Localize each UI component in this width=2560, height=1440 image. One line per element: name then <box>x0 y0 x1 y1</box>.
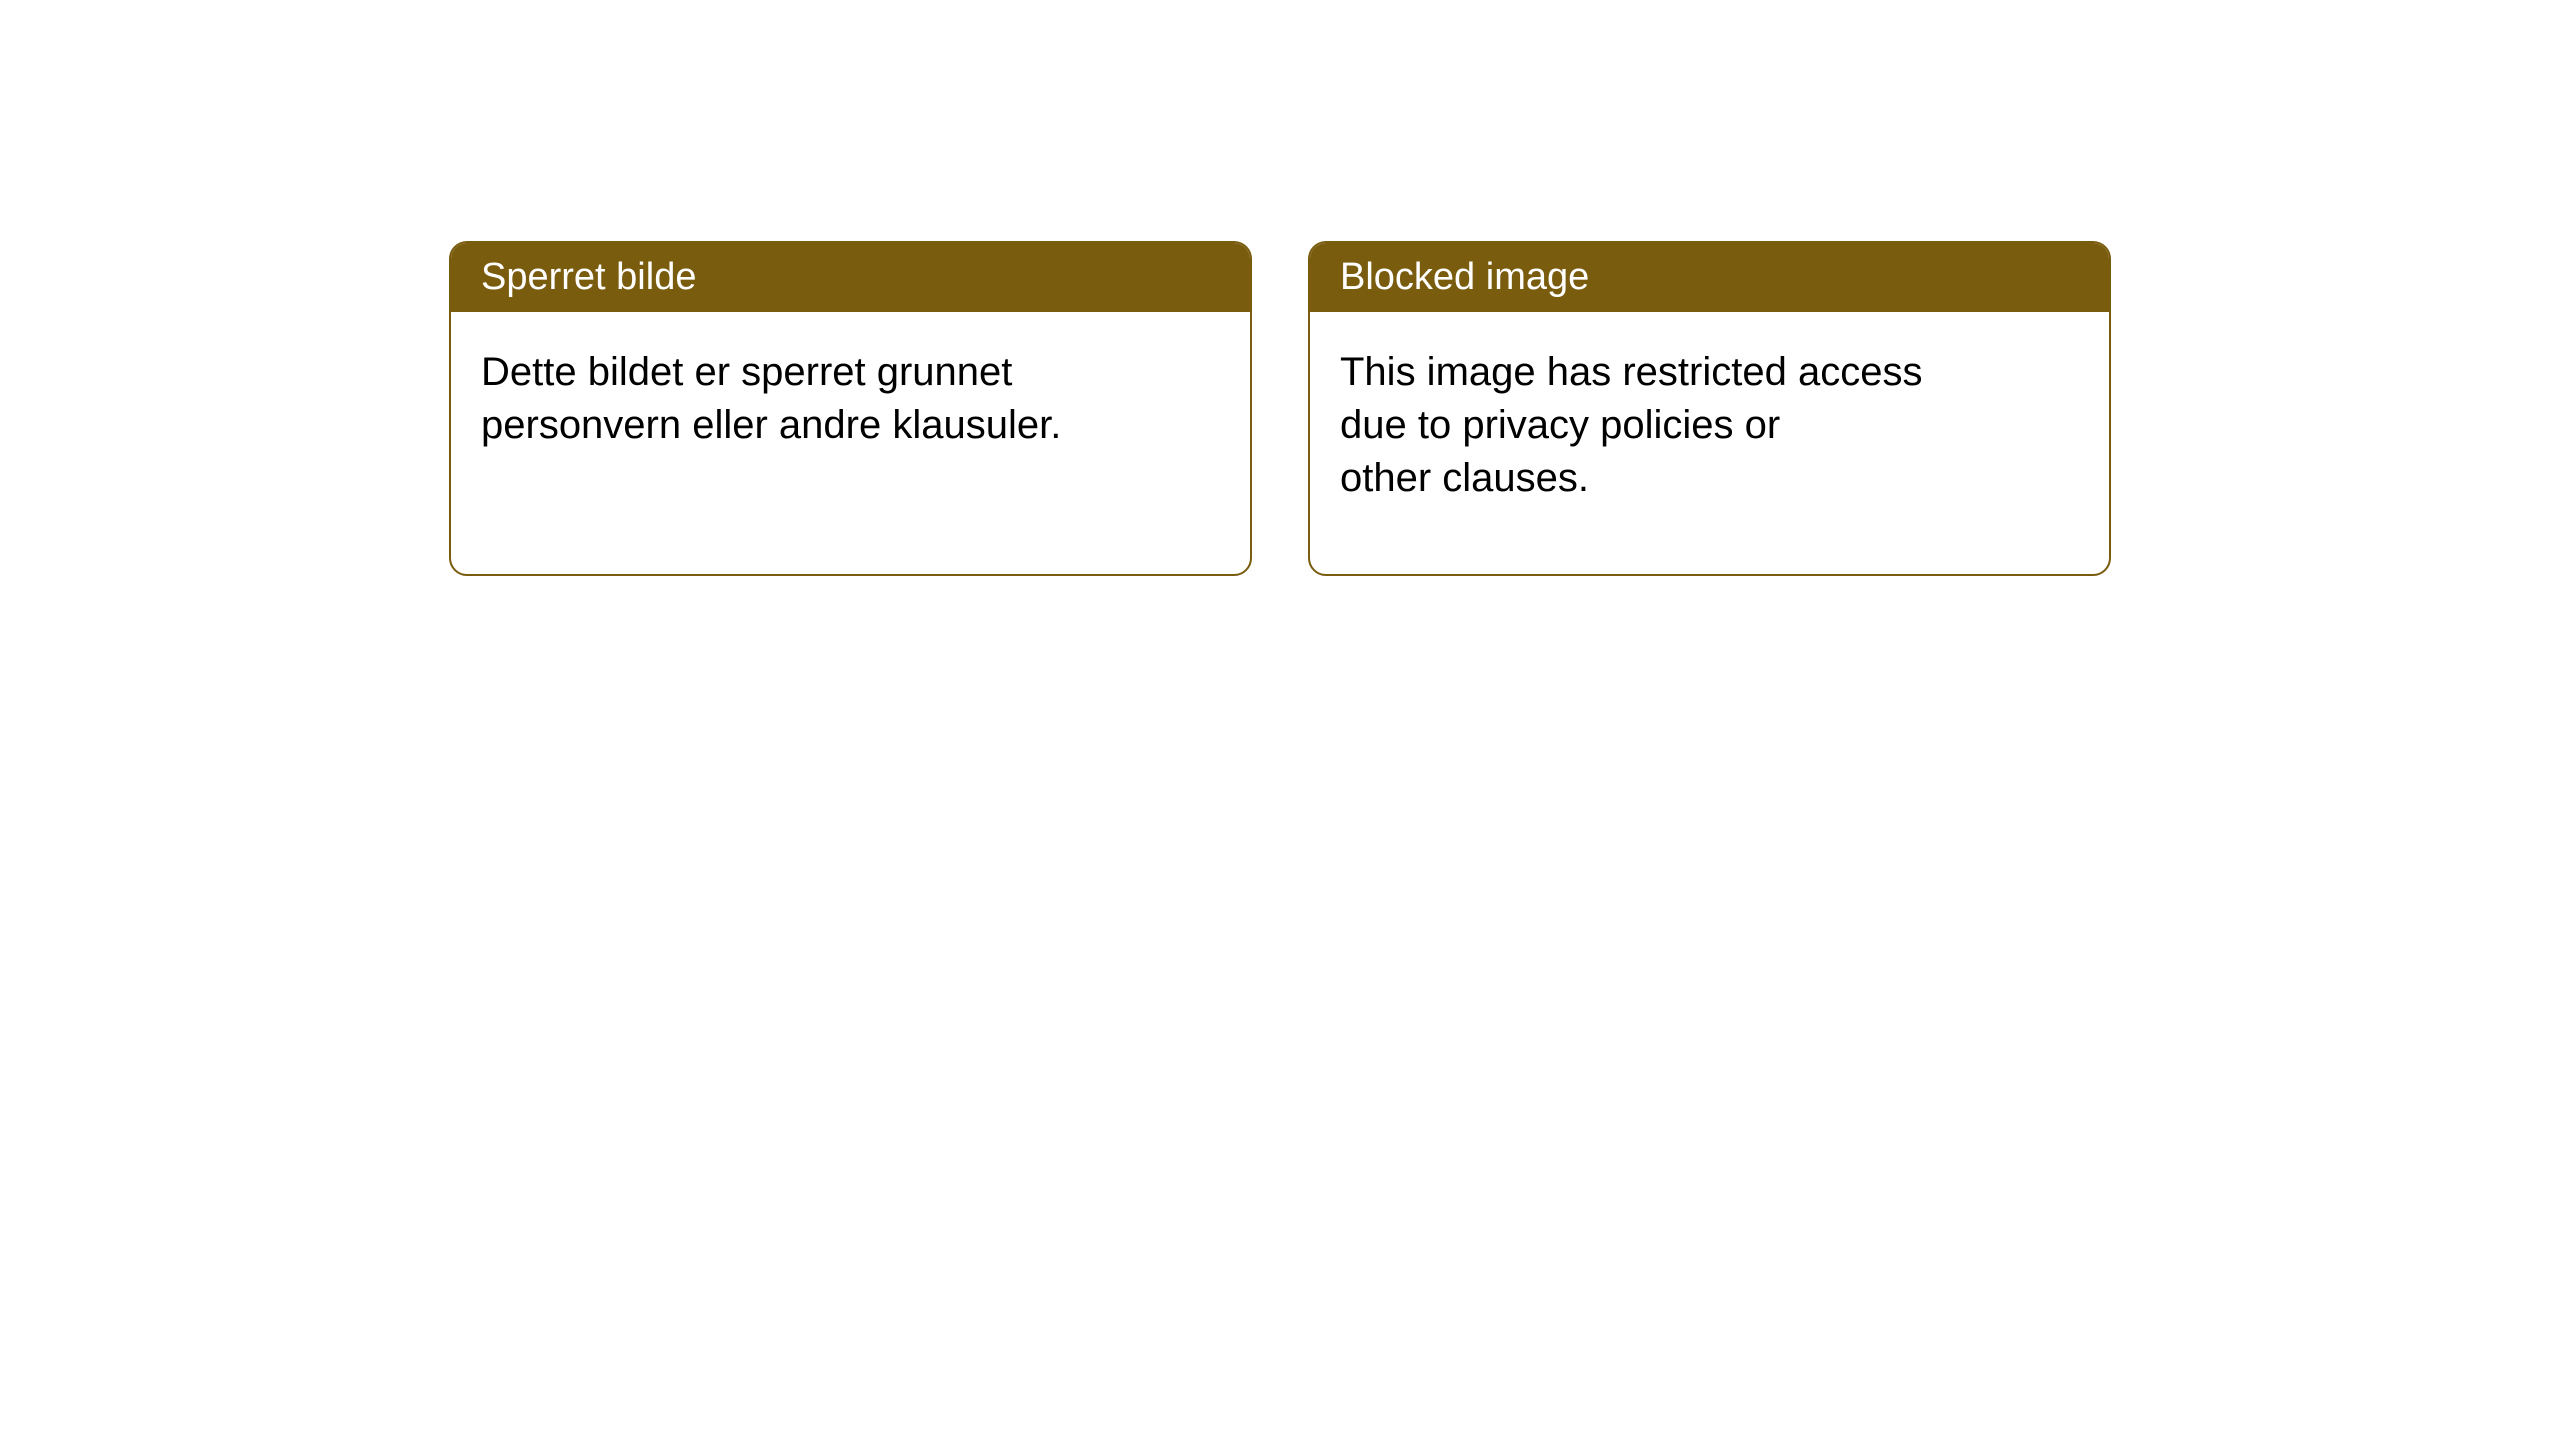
card-body-no: Dette bildet er sperret grunnet personve… <box>451 312 1250 486</box>
notice-container: Sperret bilde Dette bildet er sperret gr… <box>0 0 2560 576</box>
card-header-no: Sperret bilde <box>451 243 1250 312</box>
card-body-en: This image has restricted access due to … <box>1310 312 2109 538</box>
card-header-en: Blocked image <box>1310 243 2109 312</box>
blocked-image-card-no: Sperret bilde Dette bildet er sperret gr… <box>449 241 1252 576</box>
blocked-image-card-en: Blocked image This image has restricted … <box>1308 241 2111 576</box>
